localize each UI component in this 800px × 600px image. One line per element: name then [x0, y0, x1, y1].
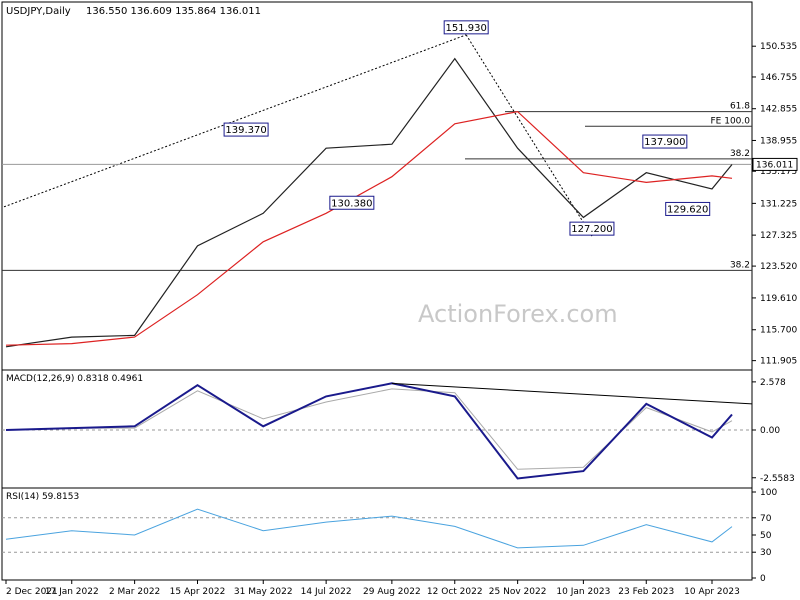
swing-label-4: 129.620	[667, 204, 708, 215]
x-tick-label-2: 2 Mar 2022	[109, 587, 160, 597]
swing-label-3: 137.900	[644, 137, 685, 148]
price-y-tick-label-2: 142.855	[760, 105, 797, 115]
rsi-y-tick-label-4: 0	[760, 574, 766, 584]
swing-label-box-2	[329, 195, 375, 210]
price-y-tick-label-7: 123.520	[760, 262, 797, 272]
macd-signal-line	[5, 388, 733, 470]
swing-label-2: 130.380	[331, 198, 372, 209]
level-label-0: 61.8	[730, 102, 750, 112]
price-y-tick-label-8: 119.610	[760, 294, 797, 304]
macd-y-tick-label-0: 2.578	[760, 378, 786, 388]
macd-trendline	[391, 382, 753, 405]
price-panel	[1, 1, 753, 371]
rsi-y-tick-label-1: 70	[760, 514, 772, 524]
macd-panel-frame	[1, 369, 753, 489]
price-panel-frame	[1, 1, 753, 371]
swing-label-box-4	[665, 201, 711, 216]
x-tick-label-7: 12 Oct 2022	[427, 587, 483, 597]
x-tick-label-4: 31 May 2022	[234, 587, 293, 597]
macd-y-tick-label-2: -2.5583	[760, 474, 795, 484]
rsi-y-tick-label-2: 50	[760, 531, 772, 541]
swing-label-box-3	[642, 134, 688, 149]
x-tick-label-10: 23 Feb 2023	[618, 587, 674, 597]
macd-title: MACD(12,26,9) 0.8318 0.4961	[6, 374, 143, 384]
price-title: USDJPY,Daily	[6, 6, 71, 17]
swing-label-5: 127.200	[571, 224, 612, 235]
swing-label-1: 139.370	[225, 125, 266, 136]
x-tick-label-1: 17 Jan 2022	[45, 587, 99, 597]
rsi-y-tick-label-0: 100	[760, 488, 777, 498]
x-tick-label-6: 29 Aug 2022	[363, 587, 421, 597]
price-y-tick-label-0: 150.535	[760, 42, 797, 52]
price-y-tick-label-4: 135.175	[760, 167, 797, 177]
swing-label-box-1	[223, 122, 269, 137]
x-tick-label-11: 10 Apr 2023	[684, 587, 740, 597]
price-y-tick-label-9: 115.700	[760, 326, 797, 336]
price-y-tick-label-6: 127.325	[760, 231, 797, 241]
x-tick-label-3: 15 Apr 2022	[170, 587, 226, 597]
x-tick-label-9: 10 Jan 2023	[556, 587, 610, 597]
price-line	[5, 57, 733, 348]
x-tick-label-0: 2 Dec 2021	[6, 587, 58, 597]
price-y-tick-label-1: 146.755	[760, 73, 797, 83]
ohlc-readout: 136.550 136.609 135.864 136.011	[86, 6, 261, 17]
rsi-line	[5, 508, 733, 549]
level-label-1: FE 100.0	[711, 116, 751, 126]
swing-trendline	[465, 34, 593, 237]
price-y-tick-label-3: 138.955	[760, 136, 797, 146]
rsi-y-tick-label-3: 30	[760, 548, 772, 558]
swing-label-box-0	[443, 20, 489, 35]
current-price-box	[752, 157, 798, 171]
current-price-label: 136.011	[756, 160, 793, 170]
ema-line	[5, 110, 733, 346]
x-tick-label-5: 14 Jul 2022	[301, 587, 352, 597]
x-tick-label-8: 25 Nov 2022	[489, 587, 547, 597]
swing-label-0: 151.930	[446, 23, 487, 34]
swing-label-box-5	[569, 221, 615, 236]
macd-y-tick-label-1: 0.00	[760, 426, 780, 436]
price-y-tick-label-10: 111.905	[760, 357, 797, 367]
level-label-3: 38.2	[730, 260, 750, 270]
macd-panel	[1, 369, 753, 489]
level-label-2: 38.2	[730, 149, 750, 159]
price-y-tick-label-5: 131.225	[760, 199, 797, 209]
watermark: ActionForex.com	[418, 300, 618, 328]
rsi-title: RSI(14) 59.8153	[6, 492, 79, 502]
